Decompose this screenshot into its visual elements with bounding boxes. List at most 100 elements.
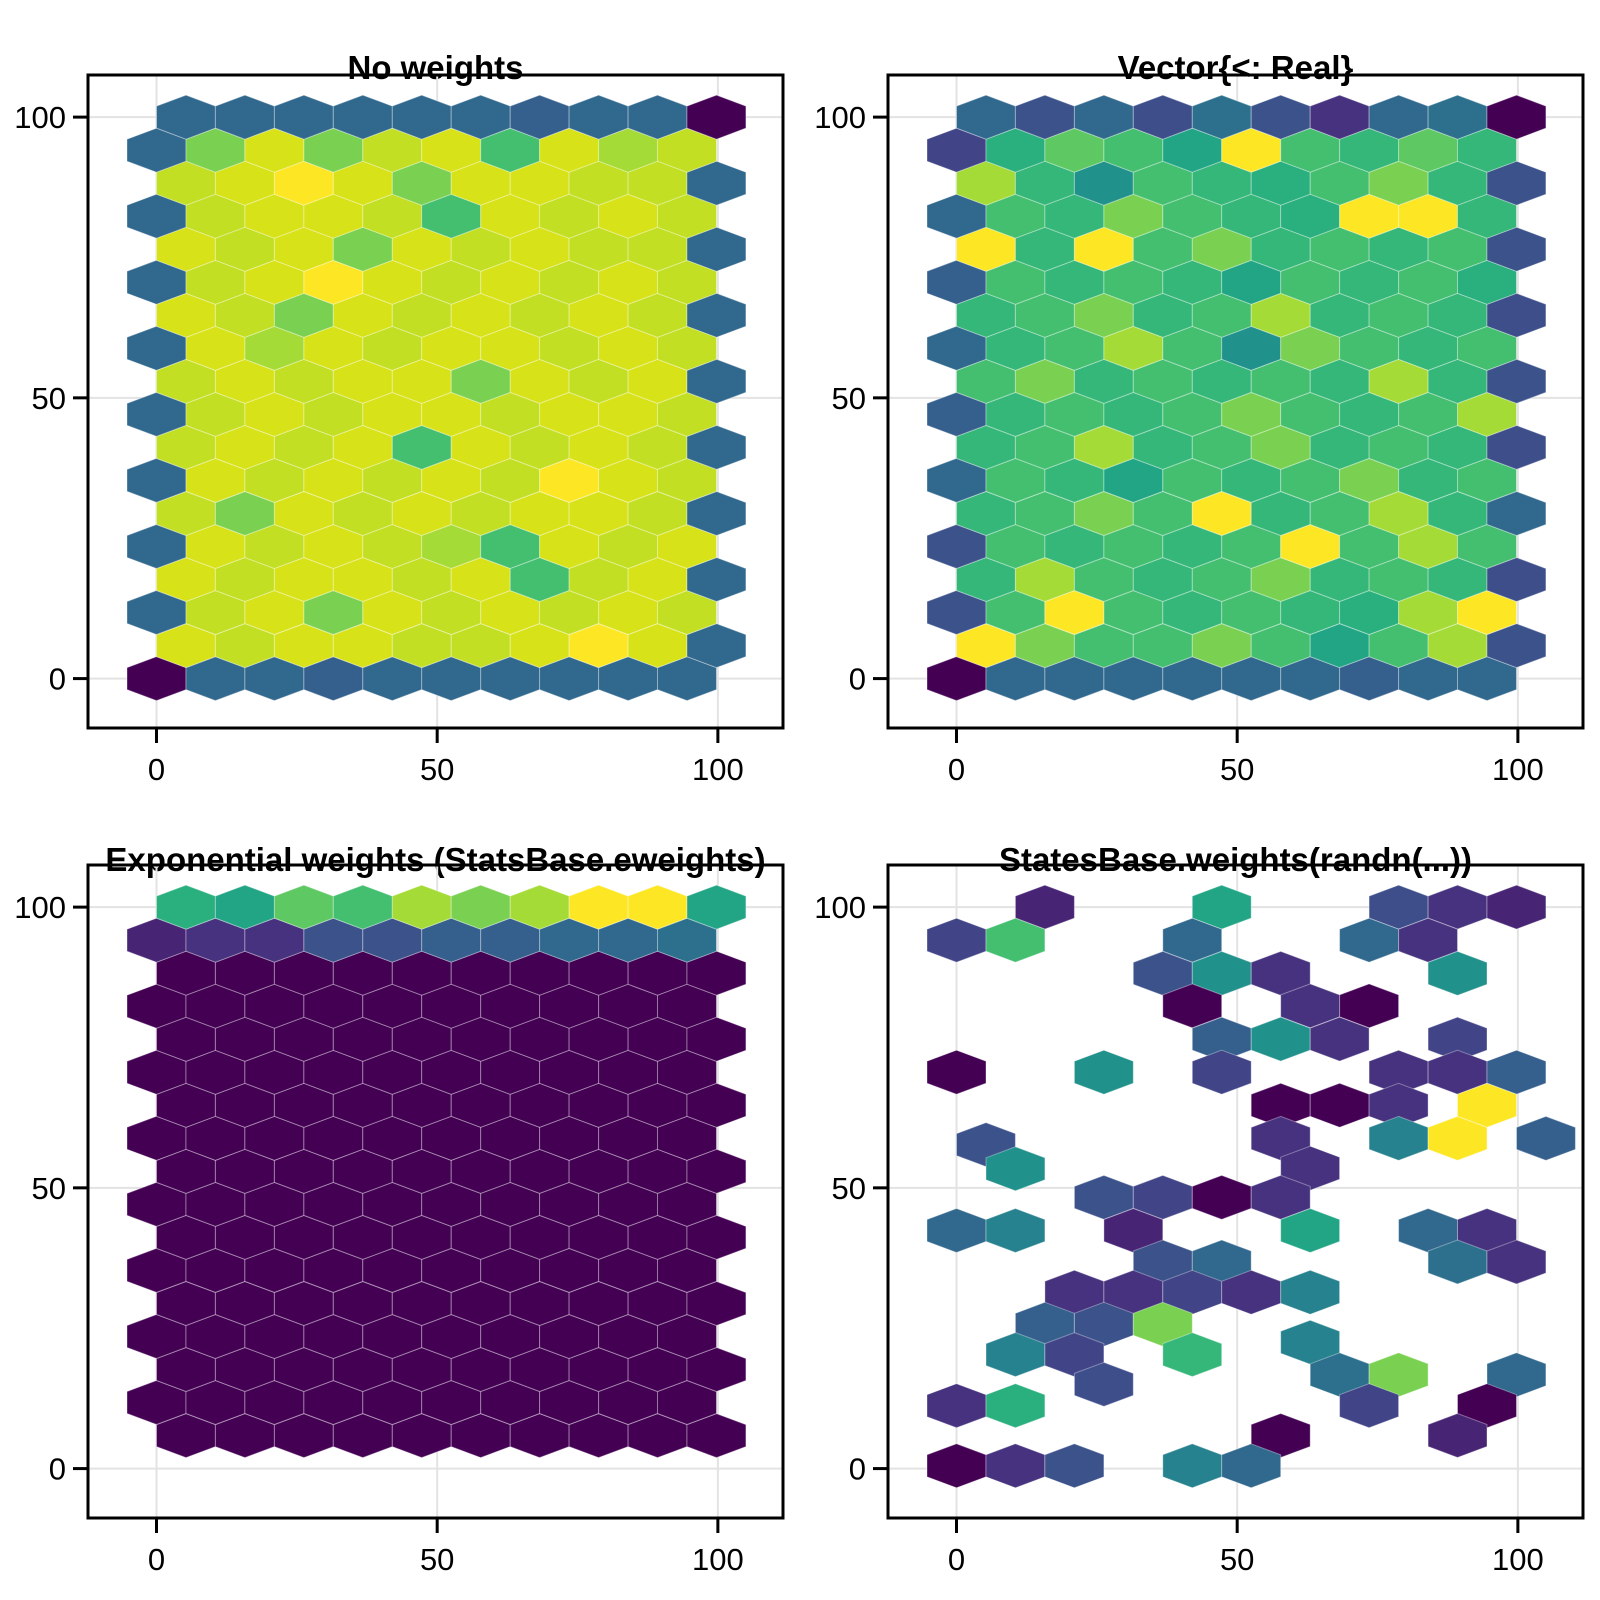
hex-cell xyxy=(1427,1412,1488,1459)
axis-frame xyxy=(886,73,1585,730)
hexbin-cells xyxy=(126,94,747,702)
x-tick-label: 50 xyxy=(420,1542,454,1577)
axis-frame xyxy=(86,73,785,730)
hex-cell xyxy=(1339,983,1400,1029)
y-tick-label: 100 xyxy=(814,100,866,135)
hex-cell xyxy=(1221,1443,1282,1489)
hexbin-plot-statsbase-weights: 0 50 100 0 50 100 xyxy=(814,863,1585,1577)
hex-cell xyxy=(985,1207,1046,1254)
axis-frame xyxy=(886,863,1585,1520)
hex-cell xyxy=(686,94,747,140)
x-tick-label: 100 xyxy=(1492,752,1544,787)
hex-cell xyxy=(1162,1443,1223,1489)
hex-cell xyxy=(686,1413,747,1459)
hex-cell xyxy=(1280,1269,1341,1315)
subplot-no-weights: No weights 0 50 100 0 50 100 xyxy=(0,0,800,800)
y-tick-label: 50 xyxy=(32,381,66,416)
y-tick-label: 0 xyxy=(49,1452,66,1487)
hexbin-plot-vector-real: 0 50 100 0 50 100 xyxy=(814,73,1585,787)
hex-cell xyxy=(1486,623,1547,669)
hex-cell xyxy=(1162,917,1223,963)
y-tick-label: 100 xyxy=(14,890,66,925)
hex-cell xyxy=(985,1146,1046,1192)
plot-title: Exponential weights (StatsBase.eweights) xyxy=(105,841,766,879)
hex-cell xyxy=(1457,1082,1517,1128)
x-tick-label: 100 xyxy=(1492,1542,1544,1577)
hex-cell xyxy=(1191,1049,1252,1095)
subplot-exponential-weights: Exponential weights (StatsBase.eweights)… xyxy=(0,800,800,1600)
hex-cell xyxy=(1280,1207,1341,1254)
x-tick-label: 50 xyxy=(1220,752,1254,787)
hex-cell xyxy=(1309,1082,1370,1128)
axis-frame xyxy=(86,863,785,1520)
hex-cell xyxy=(1486,884,1547,930)
axis-ticks: 0 50 100 0 50 100 xyxy=(14,100,743,787)
hex-cell xyxy=(1073,1361,1134,1407)
hex-cell xyxy=(985,1383,1046,1429)
plot-title: Vector{<: Real} xyxy=(1117,49,1354,87)
y-tick-label: 0 xyxy=(849,1452,866,1487)
x-tick-label: 50 xyxy=(1220,1542,1254,1577)
hex-cell xyxy=(1073,1049,1134,1095)
hexbin-cells xyxy=(926,884,1576,1489)
hex-cell xyxy=(1427,1115,1488,1161)
x-tick-label: 100 xyxy=(692,1542,744,1577)
x-tick-label: 0 xyxy=(148,1542,165,1577)
hex-cell xyxy=(1486,358,1547,404)
y-tick-label: 50 xyxy=(32,1171,66,1206)
plot-title: No weights xyxy=(347,49,524,87)
hex-cell xyxy=(985,917,1046,963)
y-tick-label: 0 xyxy=(849,662,866,697)
hex-cell xyxy=(1398,917,1458,963)
x-tick-label: 0 xyxy=(948,752,965,787)
hex-cell xyxy=(1162,1332,1223,1378)
hex-cell xyxy=(1486,490,1547,537)
hex-cell xyxy=(1044,1443,1105,1489)
hex-cell xyxy=(686,1148,747,1194)
hex-cell xyxy=(926,1383,987,1429)
x-tick-label: 0 xyxy=(948,1542,965,1577)
hex-cell xyxy=(1191,1174,1252,1220)
hex-cell xyxy=(926,1443,987,1489)
x-tick-label: 0 xyxy=(148,752,165,787)
y-tick-label: 100 xyxy=(14,100,66,135)
y-tick-label: 0 xyxy=(49,662,66,697)
hex-cell xyxy=(1309,1016,1370,1062)
hex-cell xyxy=(686,1280,747,1327)
hex-cell xyxy=(985,1443,1046,1489)
hexbin-cells xyxy=(926,94,1547,702)
axis-ticks: 0 50 100 0 50 100 xyxy=(814,890,1543,1577)
hex-cell xyxy=(1486,94,1547,140)
hex-cell xyxy=(1162,983,1223,1029)
hex-cell xyxy=(1368,1115,1429,1161)
subplot-vector-real: Vector{<: Real} 0 50 100 0 50 100 xyxy=(800,0,1600,800)
hexbin-cells xyxy=(126,884,747,1459)
axis-ticks: 0 50 100 0 50 100 xyxy=(14,890,743,1577)
plot-title: StatesBase.weights(randn(...)) xyxy=(998,841,1473,879)
y-tick-label: 50 xyxy=(832,381,866,416)
hex-cell xyxy=(926,1049,987,1095)
hex-cell xyxy=(1486,1239,1547,1285)
hex-cell xyxy=(1250,1174,1311,1220)
hex-cell xyxy=(1191,884,1252,930)
hex-cell xyxy=(1516,1115,1576,1161)
hex-cell xyxy=(686,623,747,669)
hex-cell xyxy=(686,884,747,930)
y-tick-label: 50 xyxy=(832,1171,866,1206)
x-tick-label: 100 xyxy=(692,752,744,787)
hex-cell xyxy=(1014,884,1075,930)
axis-ticks: 0 50 100 0 50 100 xyxy=(814,100,1543,787)
hex-cell xyxy=(686,490,747,537)
x-tick-label: 50 xyxy=(420,752,454,787)
hex-cell xyxy=(1427,950,1488,996)
hex-cell xyxy=(1339,1383,1400,1429)
hex-cell xyxy=(926,1207,987,1254)
hex-cell xyxy=(686,358,747,404)
hex-cell xyxy=(926,917,987,963)
hexbin-plot-exponential-weights: 0 50 100 0 50 100 xyxy=(14,863,785,1577)
hexbin-plot-no-weights: 0 50 100 0 50 100 xyxy=(14,73,785,787)
y-tick-label: 100 xyxy=(814,890,866,925)
hex-cell xyxy=(1486,1049,1547,1095)
subplot-statsbase-weights: StatesBase.weights(randn(...)) 0 50 100 0 50… xyxy=(800,800,1600,1600)
